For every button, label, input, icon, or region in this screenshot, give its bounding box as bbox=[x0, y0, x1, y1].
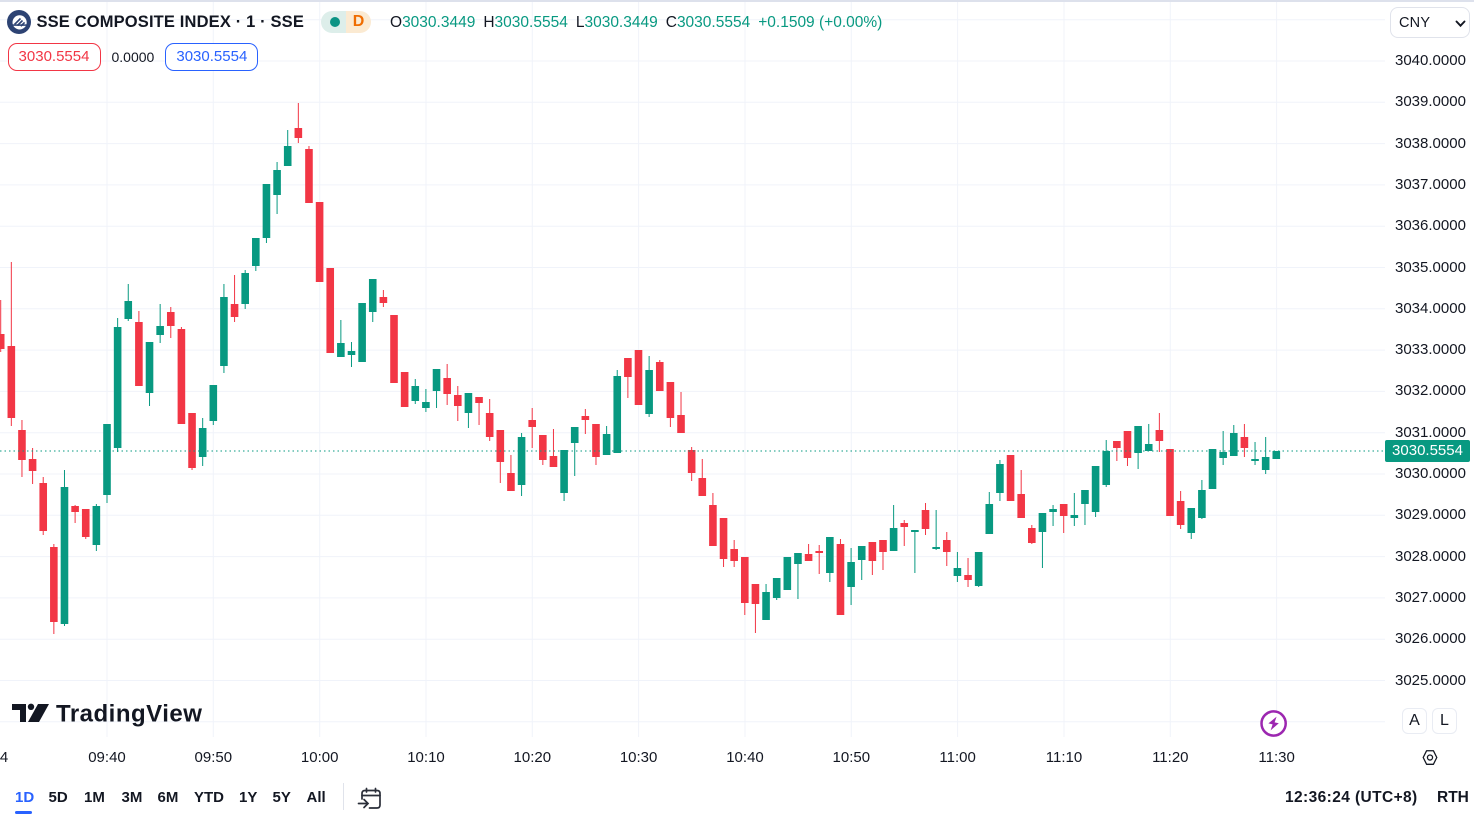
svg-text:TradingView: TradingView bbox=[56, 702, 202, 728]
